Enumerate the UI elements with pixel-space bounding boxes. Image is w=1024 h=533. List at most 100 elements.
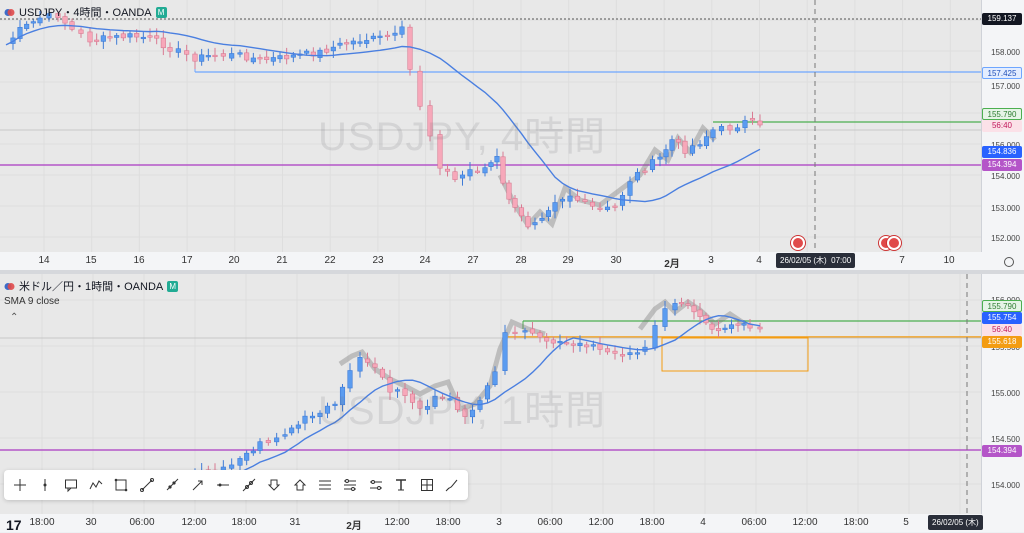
- candle-body: [474, 170, 481, 173]
- arrow-up-tool[interactable]: [288, 472, 311, 498]
- candle-body: [757, 120, 763, 126]
- candle-body: [727, 125, 733, 131]
- symbol-header-4h[interactable]: USDJPY・4時間・OANDA M: [4, 4, 167, 20]
- candle-body: [417, 70, 423, 107]
- candle-body: [484, 385, 491, 400]
- symbol-header-1h[interactable]: 米ドル／円・1時間・OANDA M: [4, 278, 179, 294]
- candle-body: [107, 36, 113, 39]
- path-tool[interactable]: [84, 472, 107, 498]
- measure-tool[interactable]: [415, 472, 438, 498]
- candle-body: [512, 198, 518, 208]
- candle-body: [184, 50, 190, 55]
- trendline-tool[interactable]: [135, 472, 158, 498]
- time-label: 12:00: [384, 517, 410, 528]
- crosshair-tool[interactable]: [8, 472, 31, 498]
- price-tick: 152.000: [991, 234, 1020, 243]
- parallel-channel-tool[interactable]: [364, 472, 387, 498]
- time-axis-4h[interactable]: 14 15 16 17 20 21 22 23 24 27 28 29 30 2…: [0, 252, 1024, 270]
- price-label-orange-line: 155.618: [982, 336, 1022, 348]
- horizontal-ray-tool[interactable]: [212, 472, 235, 498]
- candle-body: [502, 332, 508, 371]
- price-tick: 153.000: [991, 204, 1020, 213]
- candle-body: [270, 57, 276, 62]
- chart-pane-4h[interactable]: USDJPY, 4時間 USDJPY・4時間・OANDA M 158.000 1…: [0, 0, 1024, 252]
- candle-body: [545, 210, 552, 217]
- time-label: 18:00: [435, 517, 461, 528]
- candle-body: [742, 120, 748, 129]
- candle-body: [512, 331, 518, 334]
- arrow-tool[interactable]: [186, 472, 209, 498]
- horizontal-lines-tool[interactable]: [313, 472, 336, 498]
- us-flag-event-icon[interactable]: [791, 236, 805, 250]
- time-label: 06:00: [741, 517, 767, 528]
- candle-body: [295, 424, 301, 429]
- time-label: 30: [610, 255, 622, 266]
- candle-body: [192, 53, 198, 62]
- price-tick: 155.000: [991, 389, 1020, 398]
- candle-body: [250, 450, 256, 454]
- candle-body: [317, 412, 323, 417]
- candle-body: [597, 207, 603, 210]
- candle-body: [379, 368, 386, 378]
- price-axis-4h[interactable]: 158.000 157.000 156.000 154.000 153.000 …: [981, 0, 1024, 252]
- time-label: 2月: [664, 259, 680, 270]
- candle-body: [529, 328, 536, 334]
- extended-line-icon: [242, 478, 256, 492]
- candle-body: [691, 305, 697, 313]
- candle-body: [532, 222, 538, 226]
- candle-body: [154, 35, 160, 39]
- text-tool[interactable]: [390, 472, 413, 498]
- price-label-purple-line: 154.394: [982, 159, 1022, 171]
- candle-body: [634, 172, 641, 181]
- time-label: 29: [562, 255, 574, 266]
- time-axis-1h[interactable]: 18:00 30 06:00 12:00 18:00 31 2月 12:00 1…: [0, 514, 1024, 532]
- candle-body: [652, 325, 658, 349]
- time-label: 14: [38, 255, 50, 266]
- candle-body: [30, 21, 36, 24]
- candle-body: [703, 136, 710, 147]
- time-label: 16: [133, 255, 145, 266]
- ray-tool[interactable]: [161, 472, 184, 498]
- candle-body: [544, 337, 550, 342]
- arrow-down-tool[interactable]: [262, 472, 285, 498]
- candle-body: [332, 403, 338, 406]
- candle-body: [432, 395, 438, 407]
- candle-body: [277, 55, 283, 60]
- price-label-horizontal-line: 157.425: [982, 67, 1022, 79]
- tradingview-logo: 17: [6, 517, 22, 533]
- fib-retracement-tool[interactable]: [339, 472, 362, 498]
- price-axis-1h[interactable]: 156.000 155.500 155.000 154.500 154.000 …: [981, 274, 1024, 514]
- drawing-toolbar[interactable]: [4, 470, 468, 500]
- candle-body: [392, 32, 398, 36]
- candle-body: [244, 52, 250, 61]
- market-status-icon: M: [155, 6, 167, 18]
- time-label: 5: [903, 517, 909, 528]
- rectangle-icon: [115, 478, 128, 492]
- candle-body: [212, 54, 218, 58]
- us-flag-event-icon[interactable]: [887, 236, 901, 250]
- chart-settings-icon[interactable]: [1004, 257, 1014, 267]
- candle-body: [427, 105, 433, 137]
- candle-body: [697, 309, 703, 317]
- sma-price-label: 155.754: [982, 312, 1022, 324]
- indicator-label[interactable]: SMA 9 close: [4, 296, 60, 307]
- symbol-title: USDJPY・4時間・OANDA: [19, 7, 152, 19]
- rectangle-tool[interactable]: [110, 472, 133, 498]
- collapse-indicators-icon[interactable]: ⌃: [10, 312, 19, 323]
- candle-body: [597, 343, 603, 350]
- time-label: 24: [419, 255, 431, 266]
- chart-canvas-4h[interactable]: [0, 0, 981, 252]
- price-tick: 157.000: [991, 82, 1020, 91]
- price-label-high: 159.137: [982, 13, 1022, 25]
- brush-tool[interactable]: [440, 472, 463, 498]
- candle-body: [94, 39, 100, 42]
- countdown-label: 56:40: [982, 324, 1022, 336]
- callout-tool[interactable]: [59, 472, 82, 498]
- candle-body: [492, 371, 498, 386]
- market-status-icon: M: [167, 280, 179, 292]
- extended-line-tool[interactable]: [237, 472, 260, 498]
- candle-body: [244, 452, 250, 461]
- cursor-tool[interactable]: [33, 472, 56, 498]
- pane-separator[interactable]: [0, 270, 1024, 274]
- orange-rectangle: [661, 337, 809, 372]
